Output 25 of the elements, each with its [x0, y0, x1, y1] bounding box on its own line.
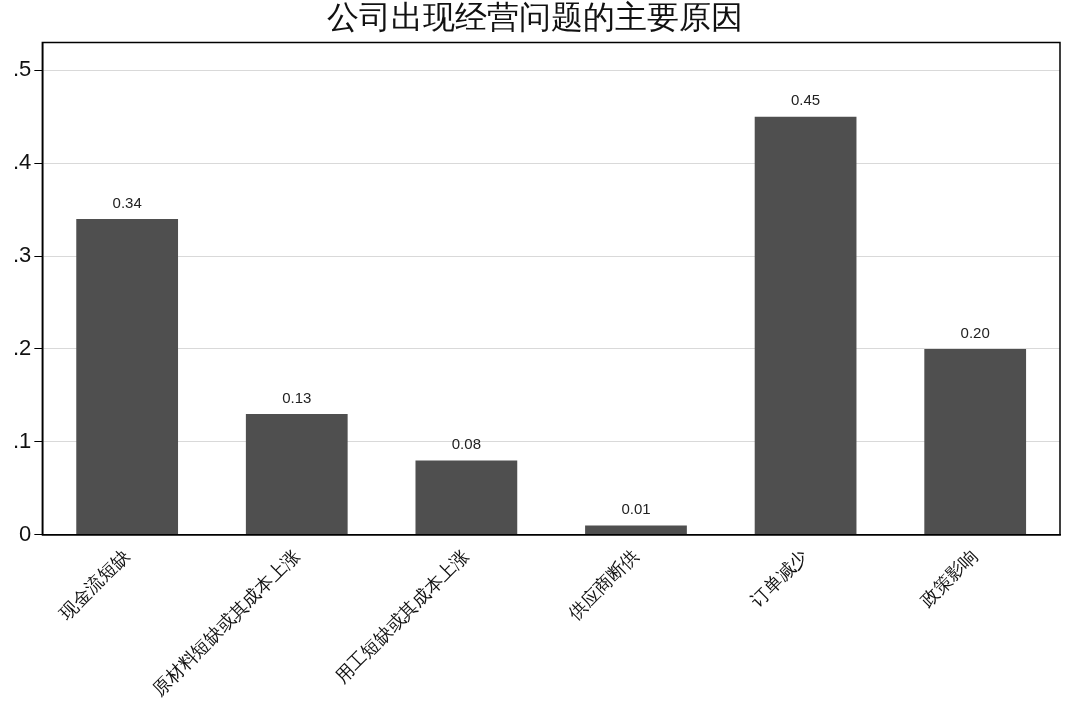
bar	[754, 116, 857, 535]
x-tick-label: 用工短缺或其成本上涨	[331, 545, 473, 687]
x-tick-label: 供应商断供	[564, 545, 643, 624]
x-tick-label: 原材料短缺或其成本上涨	[148, 545, 304, 700]
bar	[585, 525, 687, 535]
bar	[245, 413, 348, 535]
bar	[76, 218, 179, 535]
y-tick-label: .3	[12, 242, 32, 268]
data-label: 0.45	[790, 91, 821, 109]
y-tick-label: .2	[12, 335, 32, 360]
y-tick-label: .1	[12, 427, 32, 453]
x-tick-label: 现金流短缺	[55, 545, 134, 624]
data-label: 0.01	[621, 500, 651, 518]
data-label: 0.08	[451, 435, 481, 453]
y-tick-label: 0	[19, 520, 32, 546]
bar	[924, 348, 1027, 535]
chart-title: 公司出现经营问题的主要原因	[327, 0, 743, 36]
data-label: 0.20	[960, 323, 990, 341]
y-tick-label: .4	[12, 149, 32, 175]
data-label: 0.34	[112, 193, 142, 211]
data-label: 0.13	[282, 388, 312, 406]
x-tick-label: 政策影响	[916, 545, 982, 611]
x-tick-label: 订单减少	[746, 545, 812, 611]
y-tick-label: .5	[12, 56, 32, 82]
bar	[415, 460, 518, 535]
